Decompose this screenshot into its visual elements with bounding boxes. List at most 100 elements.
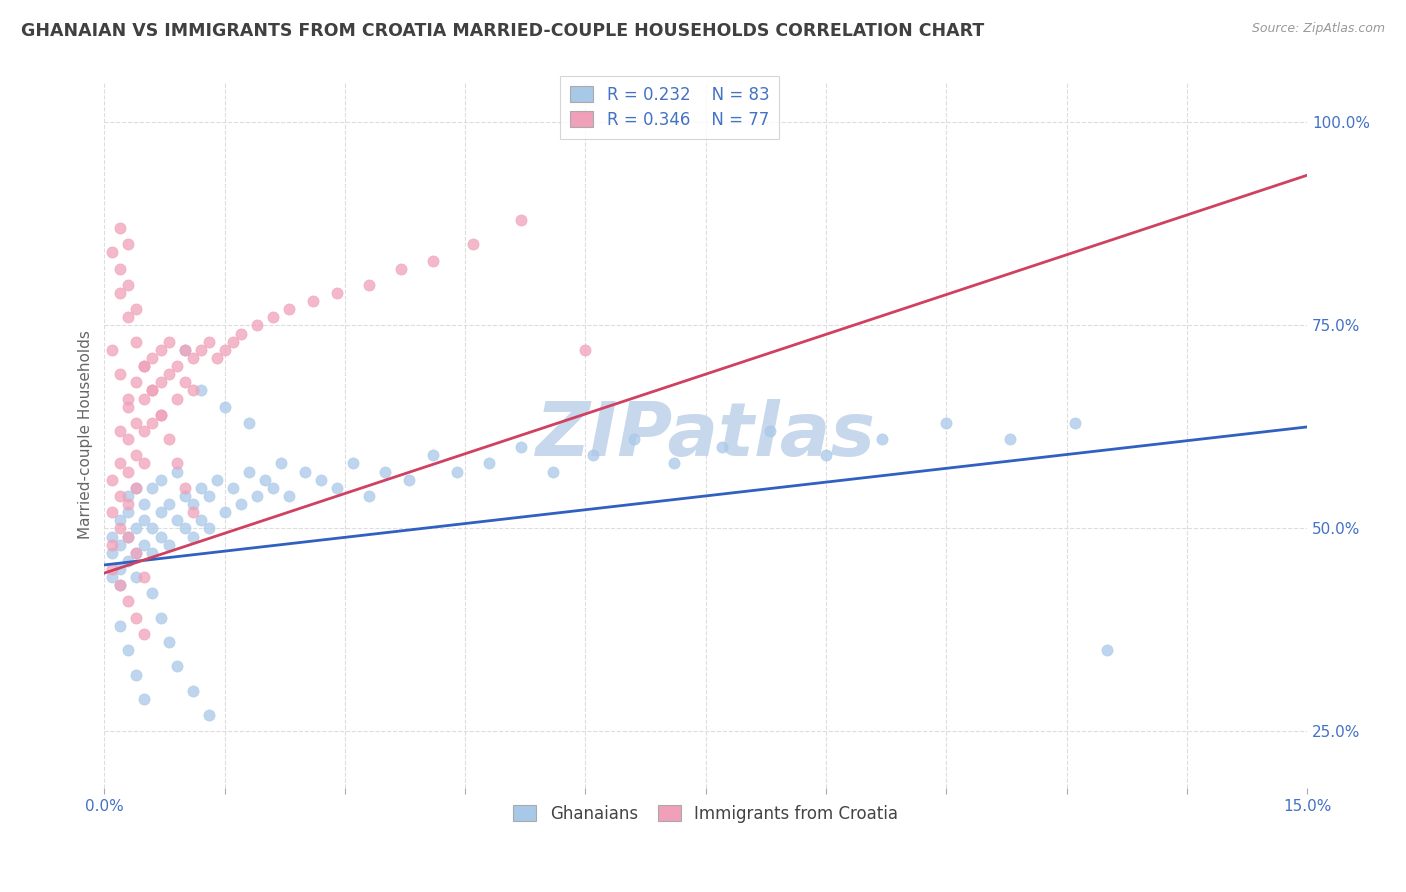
Point xyxy=(238,416,260,430)
Point xyxy=(141,586,163,600)
Point xyxy=(277,302,299,317)
Point xyxy=(389,261,412,276)
Point xyxy=(197,708,219,723)
Point xyxy=(710,440,733,454)
Point xyxy=(582,448,605,462)
Point xyxy=(101,538,124,552)
Point xyxy=(125,448,148,462)
Point xyxy=(190,513,212,527)
Point xyxy=(935,416,957,430)
Point xyxy=(134,392,156,406)
Point xyxy=(157,432,180,446)
Point xyxy=(110,513,132,527)
Point xyxy=(149,610,172,624)
Point xyxy=(149,343,172,357)
Point xyxy=(510,213,533,227)
Point xyxy=(125,546,148,560)
Point xyxy=(190,481,212,495)
Point xyxy=(463,237,485,252)
Point xyxy=(101,505,124,519)
Point xyxy=(117,400,139,414)
Point xyxy=(814,448,837,462)
Point xyxy=(214,343,236,357)
Point xyxy=(117,277,139,292)
Point xyxy=(141,521,163,535)
Point xyxy=(125,570,148,584)
Point xyxy=(125,481,148,495)
Point xyxy=(125,302,148,317)
Point xyxy=(197,489,219,503)
Point xyxy=(759,424,782,438)
Point xyxy=(190,343,212,357)
Point xyxy=(101,245,124,260)
Point xyxy=(357,489,380,503)
Point xyxy=(229,497,252,511)
Point xyxy=(446,465,468,479)
Legend: Ghanaians, Immigrants from Croatia: Ghanaians, Immigrants from Croatia xyxy=(506,798,905,830)
Point xyxy=(173,489,195,503)
Point xyxy=(141,416,163,430)
Point xyxy=(134,359,156,373)
Y-axis label: Married-couple Households: Married-couple Households xyxy=(79,331,93,540)
Point xyxy=(166,392,188,406)
Point xyxy=(543,465,565,479)
Point xyxy=(398,473,420,487)
Point xyxy=(197,521,219,535)
Point xyxy=(134,538,156,552)
Point xyxy=(166,359,188,373)
Point xyxy=(149,529,172,543)
Point xyxy=(246,318,269,333)
Point xyxy=(149,408,172,422)
Point xyxy=(110,538,132,552)
Point xyxy=(117,643,139,657)
Point xyxy=(173,343,195,357)
Point xyxy=(166,659,188,673)
Point xyxy=(166,465,188,479)
Point xyxy=(141,384,163,398)
Point xyxy=(157,334,180,349)
Point xyxy=(134,424,156,438)
Point xyxy=(205,351,228,365)
Point xyxy=(574,343,596,357)
Point xyxy=(134,627,156,641)
Point xyxy=(181,683,204,698)
Point xyxy=(110,367,132,381)
Point xyxy=(110,261,132,276)
Point xyxy=(870,432,893,446)
Point xyxy=(110,521,132,535)
Point xyxy=(294,465,316,479)
Point xyxy=(117,594,139,608)
Point xyxy=(302,294,325,309)
Point xyxy=(262,310,284,325)
Point xyxy=(125,376,148,390)
Point xyxy=(181,384,204,398)
Point xyxy=(478,457,501,471)
Point xyxy=(125,610,148,624)
Point xyxy=(101,473,124,487)
Point xyxy=(149,505,172,519)
Text: ZIPatlas: ZIPatlas xyxy=(536,399,876,472)
Point xyxy=(357,277,380,292)
Point xyxy=(125,521,148,535)
Point xyxy=(141,384,163,398)
Point xyxy=(117,392,139,406)
Point xyxy=(101,562,124,576)
Point xyxy=(173,343,195,357)
Point xyxy=(125,334,148,349)
Point xyxy=(117,554,139,568)
Point xyxy=(110,578,132,592)
Point xyxy=(309,473,332,487)
Point xyxy=(149,473,172,487)
Point xyxy=(110,285,132,300)
Point xyxy=(117,465,139,479)
Point xyxy=(110,489,132,503)
Point xyxy=(134,570,156,584)
Text: GHANAIAN VS IMMIGRANTS FROM CROATIA MARRIED-COUPLE HOUSEHOLDS CORRELATION CHART: GHANAIAN VS IMMIGRANTS FROM CROATIA MARR… xyxy=(21,22,984,40)
Point xyxy=(197,334,219,349)
Point xyxy=(134,359,156,373)
Point xyxy=(134,497,156,511)
Point xyxy=(117,432,139,446)
Point xyxy=(117,497,139,511)
Point xyxy=(101,546,124,560)
Point xyxy=(205,473,228,487)
